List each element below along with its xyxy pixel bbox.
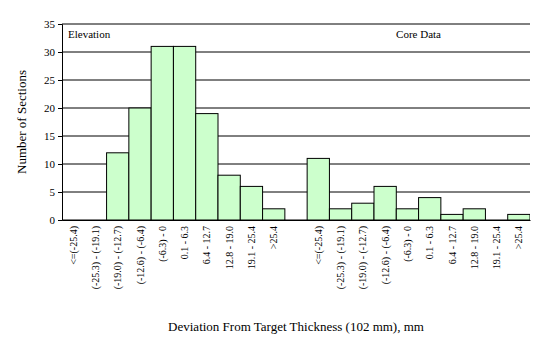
x-tick-label: 0.1 - 6.3 (424, 226, 435, 259)
y-tick: 15 (44, 130, 62, 142)
x-tick-label: <=(-25.4) (313, 226, 325, 265)
y-tick-mark (58, 24, 62, 25)
x-tick: 19.1 - 25.4 (246, 226, 257, 269)
annotation: Core Data (396, 28, 441, 40)
y-tick: 25 (44, 74, 62, 86)
y-tick-label: 5 (50, 186, 56, 198)
bar (419, 198, 441, 220)
bar (396, 209, 418, 220)
y-axis-title: Number of Sections (14, 70, 29, 174)
x-axis-title: Deviation From Target Thickness (102 mm)… (168, 319, 424, 334)
x-tick: (-25.3) - (-19.1) (335, 226, 347, 289)
y-tick-mark (58, 192, 62, 193)
x-tick: (-12.6) - (-6.4) (380, 226, 392, 284)
y-tick-label: 15 (44, 130, 56, 142)
bar (307, 158, 329, 220)
y-tick: 20 (44, 102, 62, 114)
x-tick: (-25.3) - (-19.1) (90, 226, 102, 289)
x-tick: >25.4 (513, 226, 524, 249)
y-tick-label: 20 (44, 102, 56, 114)
x-tick-label: (-19.0) - (-12.7) (112, 226, 124, 289)
x-tick-label: 6.4 - 12.7 (447, 226, 458, 264)
x-tick-label: 12.8 - 19.0 (469, 226, 480, 269)
bar (352, 203, 374, 220)
bar (485, 220, 507, 221)
x-tick: (-19.0) - (-12.7) (112, 226, 124, 289)
y-tick-label: 30 (44, 46, 56, 58)
x-tick-label: (-12.6) - (-6.4) (135, 226, 147, 284)
x-tick: <=(-25.4) (68, 226, 80, 265)
y-tick: 35 (44, 18, 62, 30)
x-tick-label: (-12.6) - (-6.4) (380, 226, 392, 284)
y-tick: 10 (44, 158, 62, 170)
grid-line (62, 80, 530, 81)
bar (84, 220, 106, 221)
y-axis: 0 5 10 15 20 25 30 35 (44, 18, 63, 226)
x-tick-label: (-6.3) - 0 (157, 226, 169, 262)
bar (196, 114, 218, 220)
bar (218, 175, 240, 220)
y-tick: 0 (50, 214, 63, 226)
x-tick: 12.8 - 19.0 (224, 226, 235, 269)
bar (374, 186, 396, 220)
bar (240, 186, 262, 220)
grid-line (62, 52, 530, 53)
x-tick: 0.1 - 6.3 (179, 226, 190, 259)
bar (62, 220, 84, 221)
x-tick-label: (-6.3) - 0 (402, 226, 414, 262)
x-tick-label: 12.8 - 19.0 (224, 226, 235, 269)
bars (107, 46, 530, 220)
x-tick: (-12.6) - (-6.4) (135, 226, 147, 284)
x-tick: 19.1 - 25.4 (491, 226, 502, 269)
x-tick: 6.4 - 12.7 (201, 226, 212, 264)
bar (107, 153, 129, 220)
x-tick: (-19.0) - (-12.7) (357, 226, 369, 289)
y-tick-mark (58, 80, 62, 81)
y-tick-label: 0 (50, 214, 56, 226)
chart: 0 5 10 15 20 25 30 35 <=(-25.4) (-25.3) - (-19.1)… (0, 0, 543, 345)
y-tick-label: 25 (44, 74, 56, 86)
plot: 0 5 10 15 20 25 30 35 <=(-25.4) (-25.3) - (-19.1)… (44, 18, 531, 289)
x-tick-label: 6.4 - 12.7 (201, 226, 212, 264)
x-axis: <=(-25.4) (-25.3) - (-19.1) (-19.0) - (-12… (63, 221, 531, 290)
x-tick-label: 19.1 - 25.4 (491, 226, 502, 269)
x-tick-label: (-25.3) - (-19.1) (335, 226, 347, 289)
x-tick-label: <=(-25.4) (68, 226, 80, 265)
y-tick-mark (58, 164, 62, 165)
bar (173, 46, 195, 220)
x-tick: 12.8 - 19.0 (469, 226, 480, 269)
grid (62, 24, 530, 220)
y-tick-mark (58, 52, 62, 53)
x-tick-label: 0.1 - 6.3 (179, 226, 190, 259)
annotation: Elevation (68, 28, 111, 40)
y-tick-mark (58, 108, 62, 109)
x-tick-label: 19.1 - 25.4 (246, 226, 257, 269)
grid-line (62, 24, 530, 25)
y-tick-label: 10 (44, 158, 56, 170)
x-tick: 0.1 - 6.3 (424, 226, 435, 259)
x-tick: 6.4 - 12.7 (447, 226, 458, 264)
x-tick: (-6.3) - 0 (402, 226, 414, 262)
x-tick-label: >25.4 (268, 226, 279, 249)
x-axis-line (63, 220, 531, 221)
y-tick: 5 (50, 186, 63, 198)
x-tick: <=(-25.4) (313, 226, 325, 265)
bar (151, 46, 173, 220)
bar (441, 214, 463, 220)
y-tick-mark (58, 220, 62, 221)
x-tick: >25.4 (268, 226, 279, 249)
bar (129, 108, 151, 220)
bar (463, 209, 485, 220)
bar (263, 209, 285, 220)
y-tick-label: 35 (44, 18, 56, 30)
x-tick-label: (-25.3) - (-19.1) (90, 226, 102, 289)
x-tick-label: (-19.0) - (-12.7) (357, 226, 369, 289)
x-tick: (-6.3) - 0 (157, 226, 169, 262)
bar (508, 214, 530, 220)
y-tick: 30 (44, 46, 62, 58)
bar (329, 209, 351, 220)
y-tick-mark (58, 136, 62, 137)
y-axis-line (58, 25, 63, 221)
x-tick-label: >25.4 (513, 226, 524, 249)
